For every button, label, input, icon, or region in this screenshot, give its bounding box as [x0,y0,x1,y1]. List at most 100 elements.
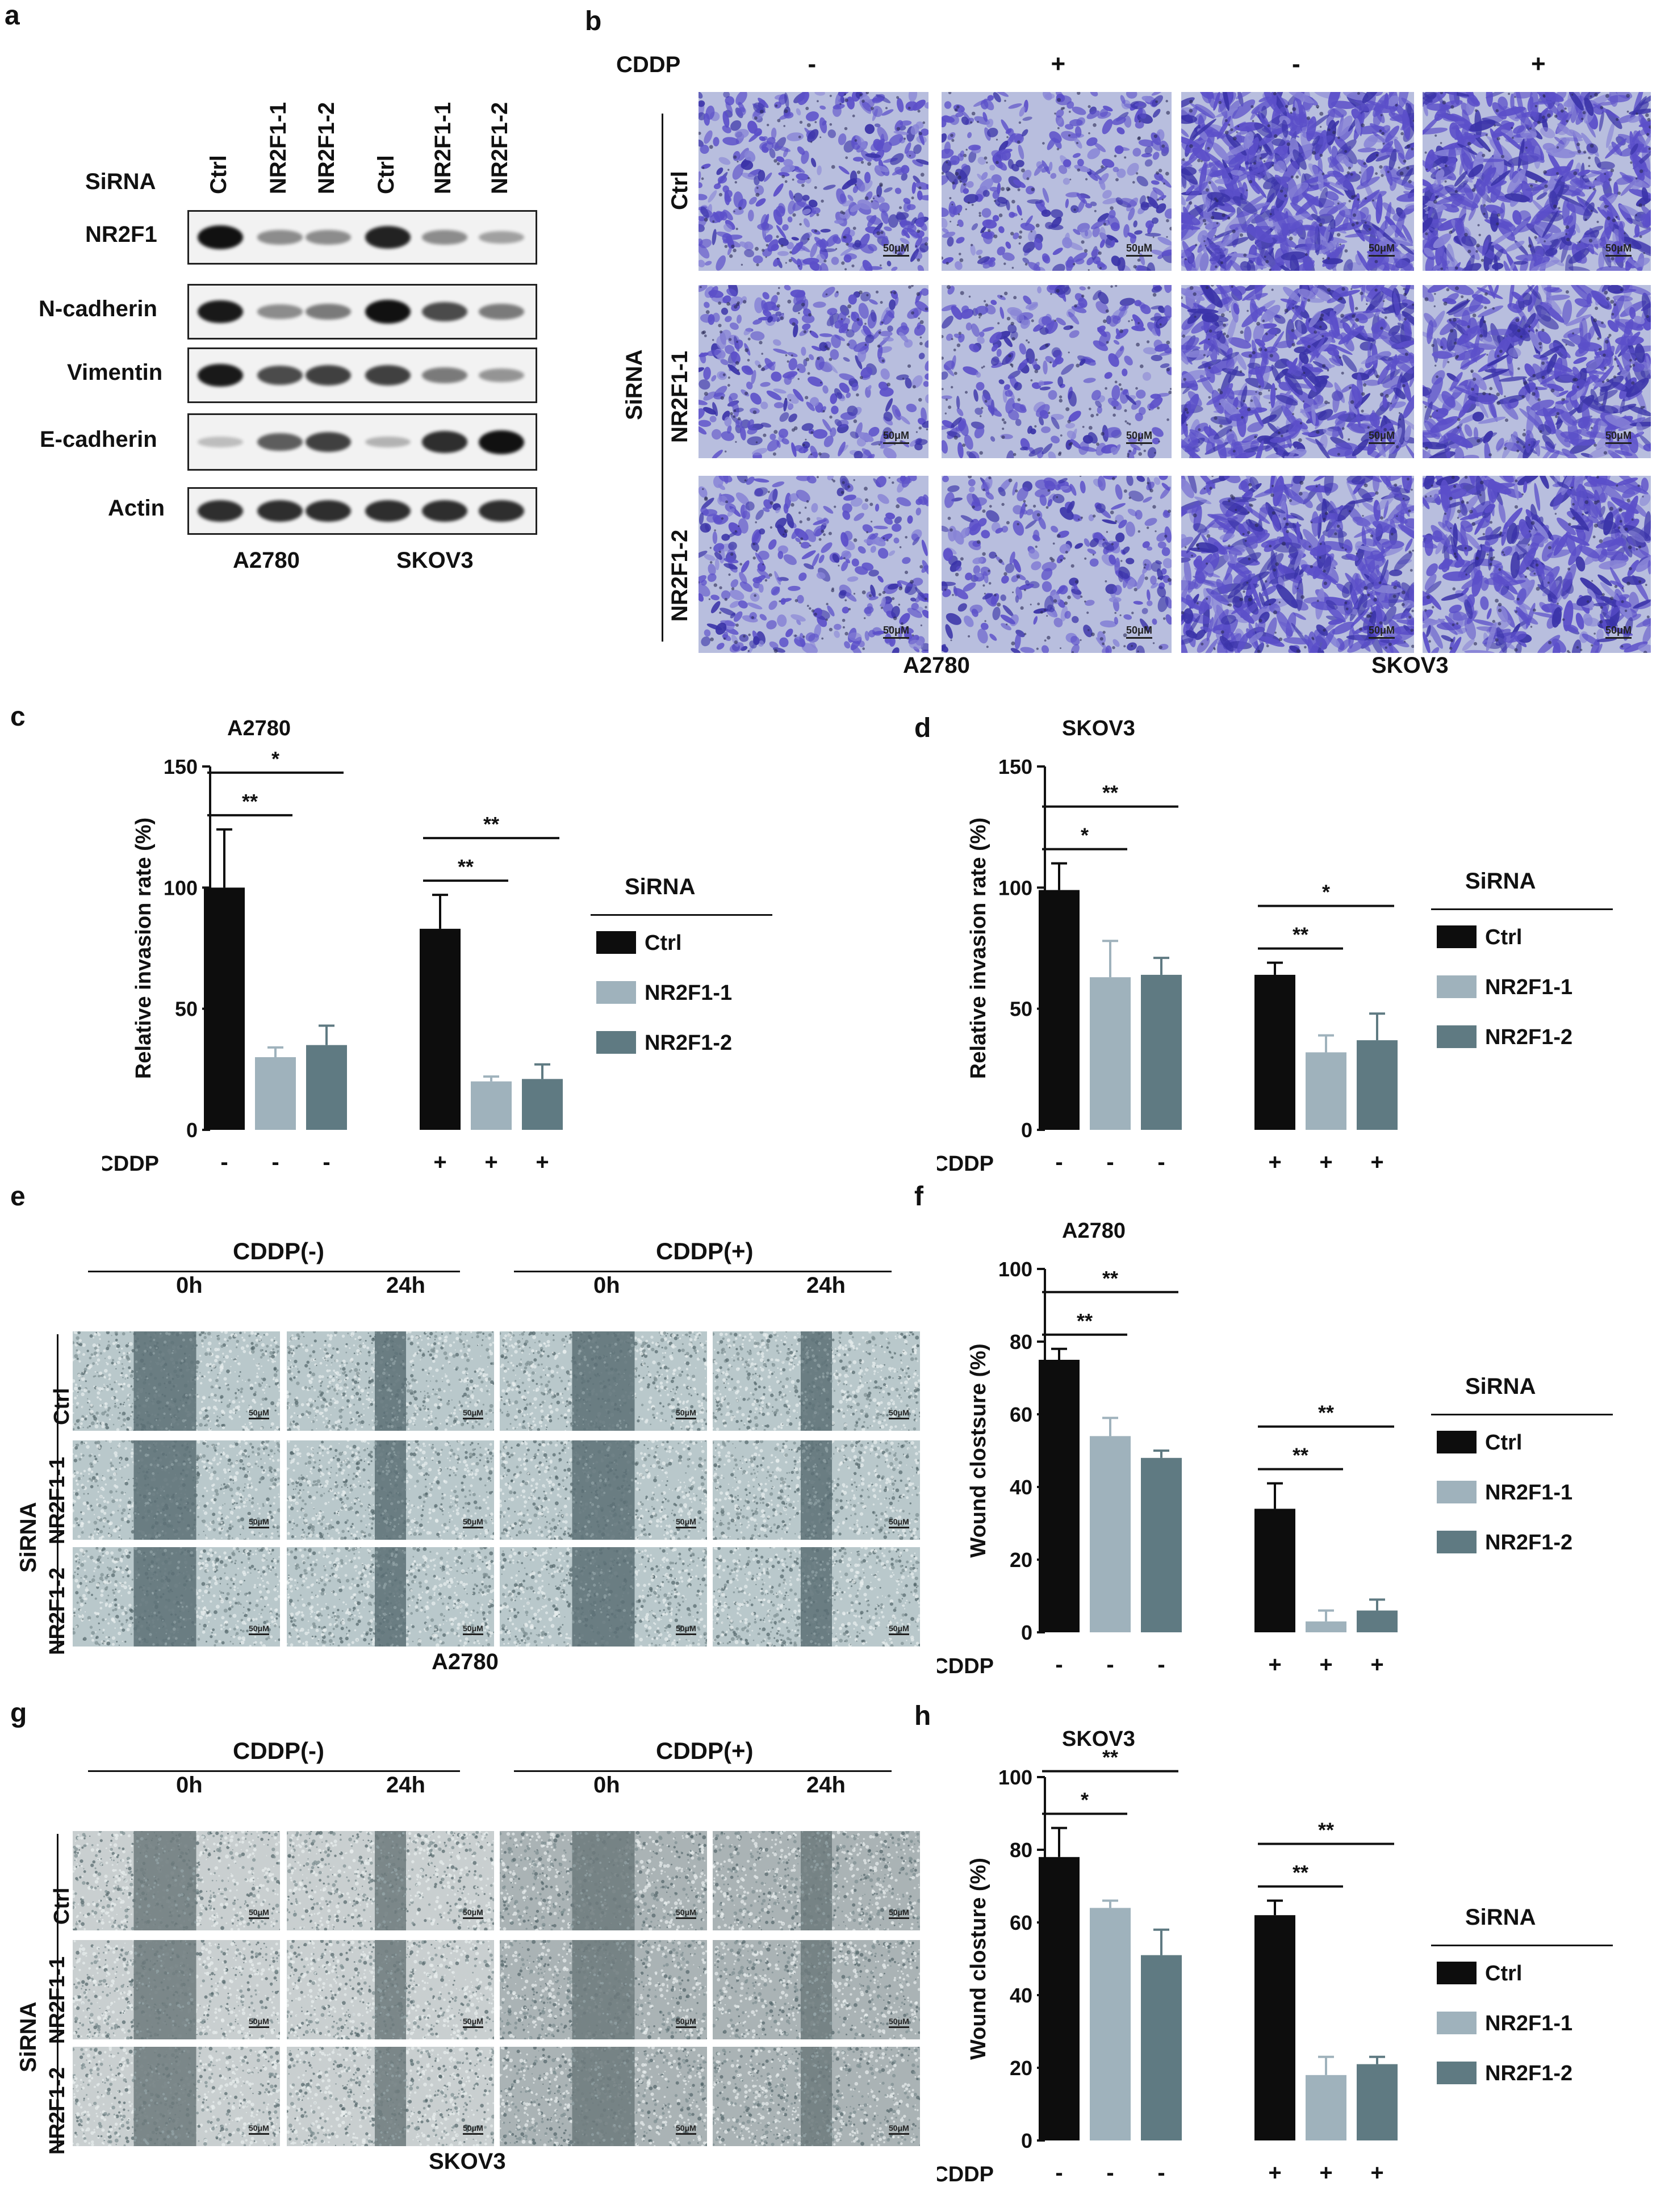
blot-row-label: NR2F1 [85,222,157,248]
sirna-label: SiRNA [16,1502,41,1573]
scalebar-label: 50μM [889,1624,909,1635]
bar [420,928,461,1130]
cddp-sign: + [1319,1652,1332,1677]
group-rule [514,1271,892,1272]
legend-item-label: NR2F1-1 [1485,2012,1572,2036]
cddp-sign: + [433,1150,446,1175]
wound-image: 50μM [287,1547,494,1647]
cddp-sign: - [323,1150,330,1175]
cell-line-label: A2780 [432,1649,499,1675]
cddp-sign: + [1268,1150,1281,1175]
cddp-neg-label: CDDP(-) [233,1737,324,1765]
scalebar-label: 50μM [676,1624,696,1635]
time-label: 24h [386,1773,425,1798]
x-axis-label: CDDP [937,1152,994,1176]
row-label: Ctrl [667,171,693,210]
legend-item-label: Ctrl [645,931,681,956]
cddp-sign: - [1157,1150,1165,1175]
y-tick-label: 80 [1010,1330,1032,1354]
wound-image: 50μM [287,1331,494,1431]
signif-stars: * [1081,824,1089,847]
y-tick-label: 100 [164,876,198,899]
x-axis-label: CDDP [102,1152,159,1176]
cddp-sign: + [1370,2160,1383,2185]
blot-row [187,210,537,265]
wound-image: 50μM [287,1440,494,1540]
signif-stars: ** [458,855,474,878]
legend-item-label: NR2F1-2 [1485,2062,1572,2086]
group-rule [88,1770,460,1772]
wound-image: 50μM [73,1331,280,1431]
invasion-image: 50μM [1423,476,1651,653]
blot-band [257,365,303,386]
sirna-label: SiRNA [16,2002,41,2072]
cddp-value: - [808,50,817,78]
sirna-label: SiRNA [85,169,156,195]
bar [1039,1360,1080,1632]
group-rule [88,1271,460,1272]
legend-swatch [1437,975,1477,998]
cddp-pos-label: CDDP(+) [656,1238,754,1265]
legend-swatch [596,931,636,954]
invasion-image: 50μM [942,285,1172,458]
chart-title: A2780 [227,717,291,740]
bar [1254,1915,1295,2140]
scalebar-label: 50μM [676,2123,696,2135]
invasion-image: 50μM [699,92,928,271]
blot-band [257,304,303,319]
scalebar-label: 50μM [1605,625,1632,639]
blot-band [306,431,351,453]
legend-item-label: NR2F1-2 [1485,1531,1572,1555]
legend-title: SiRNA [1465,1374,1536,1400]
signif-stars: ** [1318,1819,1334,1842]
blot-band [365,300,411,324]
blot-band [479,231,524,244]
x-axis-label: CDDP [937,2163,994,2186]
blot-band [422,301,467,322]
wound-image: 50μM [287,2047,494,2146]
scalebar-label: 50μM [463,2123,483,2135]
legend-item-label: NR2F1-2 [1485,1025,1572,1050]
cell-line-skov3-b: SKOV3 [1371,653,1449,678]
wound-image: 50μM [73,1831,280,1930]
bar [204,887,245,1130]
bar [522,1079,563,1130]
legend-swatch [1437,1025,1477,1048]
scalebar-label: 50μM [889,1517,909,1528]
legend-item-label: Ctrl [1485,1962,1522,1986]
time-label: 24h [806,1773,846,1798]
lane-label: NR2F1-2 [314,102,340,194]
signif-stars: * [1322,881,1330,904]
y-tick-label: 150 [164,755,198,778]
blot-band [479,430,524,454]
sirna-bracket [57,1834,58,2152]
row-label: NR2F1-1 [667,351,693,443]
wound-image: 50μM [287,1831,494,1930]
cddp-sign: + [484,1150,497,1175]
group-rule [514,1770,892,1772]
y-tick-label: 100 [998,1766,1032,1789]
signif-stars: ** [1102,1746,1118,1769]
blot-band [306,365,351,386]
blot-band [198,437,243,447]
y-tick-label: 50 [175,998,198,1021]
wound-image: 50μM [73,1440,280,1540]
scalebar-label: 50μM [1126,430,1153,444]
signif-stars: * [271,747,279,770]
wound-image: 50μM [500,2047,707,2146]
legend-item-label: NR2F1-1 [645,981,732,1006]
wound-image: 50μM [287,1940,494,2039]
blot-row-label: N-cadherin [39,296,157,322]
signif-stars: ** [483,812,499,836]
blot-band [198,363,243,387]
blot-band [422,431,467,453]
wound-image: 50μM [73,1547,280,1647]
bar [1090,1436,1131,1632]
signif-stars: ** [1102,1267,1118,1290]
sirna-label-b: SiRNA [622,350,647,420]
y-tick-label: 100 [998,1258,1032,1281]
legend-title: SiRNA [625,874,695,900]
legend-item-label: Ctrl [1485,925,1522,950]
scalebar-label: 50μM [249,2123,269,2135]
cddp-sign: + [1370,1150,1383,1175]
